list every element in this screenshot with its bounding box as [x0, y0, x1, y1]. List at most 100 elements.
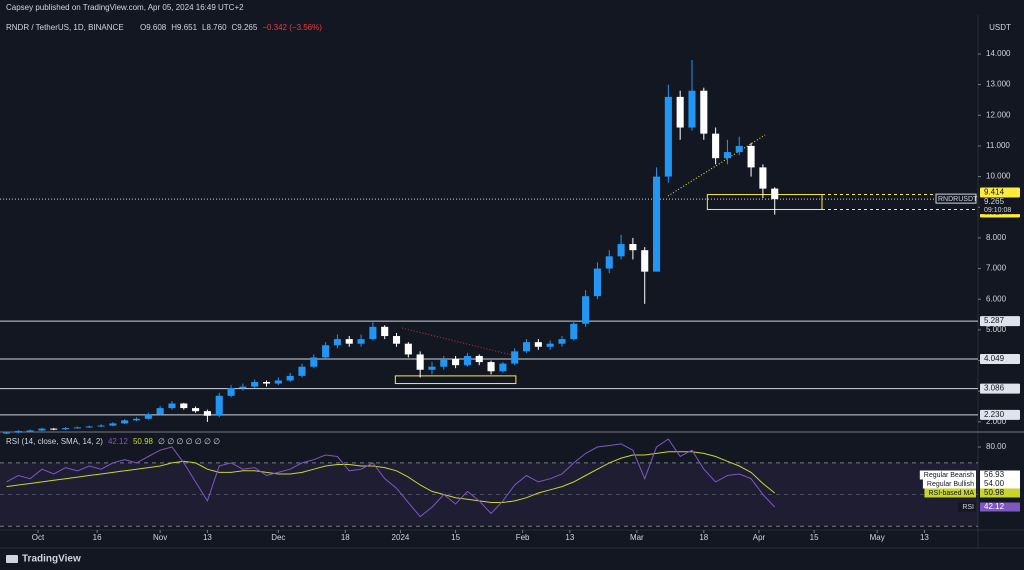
candle-body — [85, 426, 93, 428]
symbol-legend: RNDR / TetherUS, 1D, BINANCE — [6, 23, 124, 32]
symbol-title: RNDR / TetherUS, 1D, BINANCE — [6, 23, 124, 32]
symbol-tag: RNDRUSDT — [938, 196, 978, 203]
candle-body — [723, 152, 731, 159]
candle-body — [676, 96, 684, 128]
rsi-line — [6, 438, 776, 518]
y-tick-label: 11.000 — [986, 141, 1010, 150]
rsi-badge-value: 54.00 — [984, 479, 1005, 488]
rsi-header-value: 50.98 — [133, 437, 154, 446]
footer-logo: TradingView — [6, 554, 81, 565]
candle-body — [404, 343, 412, 355]
candle-body — [38, 428, 46, 431]
logo-text: TradingView — [22, 554, 81, 565]
rsi-badge-name: RSI-based MA — [928, 490, 974, 497]
candle-body — [369, 326, 377, 340]
y-tick-label: 6.000 — [986, 294, 1007, 303]
candle-body — [712, 133, 720, 159]
candle-body — [771, 188, 779, 200]
candle-body — [26, 430, 34, 432]
level-badge-bg — [980, 316, 1020, 327]
x-tick-label: 18 — [341, 533, 350, 542]
publish-header: Capsey published on TradingView.com, Apr… — [6, 3, 244, 12]
y-tick-label: 8.000 — [986, 233, 1007, 242]
candle-body — [475, 355, 483, 363]
y-tick-label: 13.000 — [986, 80, 1011, 89]
candle-body — [440, 359, 448, 367]
candle-body — [121, 420, 129, 424]
y-tick-label: 12.000 — [986, 110, 1011, 119]
y-tick-label: 5.000 — [986, 325, 1007, 334]
candle-body — [286, 375, 294, 381]
candle-body — [605, 256, 613, 269]
level-badge-bg — [980, 409, 1020, 420]
level-badge: 4.049 — [984, 354, 1005, 363]
candle-body — [227, 388, 235, 396]
rsi-badge-name: Regular Bearish — [924, 472, 974, 479]
x-tick-label: 13 — [920, 533, 929, 542]
candle-body — [641, 250, 649, 272]
candle-body — [664, 96, 672, 177]
x-tick-label: Apr — [753, 533, 766, 542]
logo-icon — [6, 555, 18, 563]
candle-body — [582, 296, 590, 324]
candle-body — [333, 339, 341, 346]
candle-body — [322, 345, 330, 358]
level-badge: 3.086 — [984, 384, 1005, 393]
x-tick-label: May — [870, 533, 885, 542]
rsi-badge-name: RSI — [962, 504, 974, 511]
zone-box — [394, 375, 517, 385]
candle-body — [203, 411, 211, 416]
trend-line — [667, 134, 766, 197]
ohlc-value: L8.760 — [202, 23, 227, 32]
rsi-badge-bg — [980, 479, 1020, 489]
x-tick-label: 16 — [93, 533, 102, 542]
rsi-y-tick-label: 80.00 — [986, 442, 1007, 451]
last-price-label: 9.265 — [984, 197, 1005, 206]
countdown: 09:10:08 — [984, 207, 1011, 214]
candle-body — [700, 90, 708, 134]
last-price-bg — [980, 198, 1020, 215]
candle-body — [558, 339, 566, 344]
candle-body — [629, 244, 637, 251]
candle-body — [463, 355, 471, 366]
symbol-tag-bg — [935, 193, 977, 204]
candle-body — [381, 326, 389, 337]
candle-body — [251, 382, 259, 387]
candle-body — [735, 145, 743, 153]
candle-body — [14, 431, 22, 433]
zone-badge-bg — [980, 187, 1020, 198]
x-tick-label: 15 — [451, 533, 460, 542]
x-tick-label: Dec — [271, 533, 285, 542]
rsi-badge-bg — [980, 470, 1020, 480]
rsi-badge-name-bg — [924, 488, 976, 498]
ohlc-value: O9.608 — [140, 23, 167, 32]
candle-body — [688, 90, 696, 128]
y-tick-label: 14.000 — [986, 49, 1011, 58]
level-badge-bg — [980, 354, 1020, 365]
candle-body — [747, 145, 755, 168]
candle-body — [274, 380, 282, 384]
candle-body — [109, 423, 117, 426]
candle-body — [511, 351, 519, 364]
rsi-badge-name-bg — [958, 502, 976, 512]
y-tick-label: 2.000 — [986, 417, 1007, 426]
candle-body — [452, 359, 460, 366]
zone-badge: 9.414 — [984, 188, 1005, 197]
candle-body — [487, 362, 495, 372]
rsi-badge-value: 56.93 — [984, 470, 1005, 479]
x-tick-label: Nov — [153, 533, 167, 542]
candle-body — [132, 418, 141, 421]
level-badge: 5.287 — [984, 316, 1005, 325]
rsi-line — [6, 451, 776, 503]
candle-body — [499, 363, 507, 372]
x-tick-label: Oct — [32, 533, 45, 542]
x-tick-label: 2024 — [392, 533, 410, 542]
candle-body — [168, 403, 176, 409]
x-tick-label: 13 — [203, 533, 212, 542]
rsi-badge-name: Regular Bullish — [927, 481, 974, 488]
zone-box — [706, 194, 823, 210]
candle-body — [759, 167, 767, 189]
